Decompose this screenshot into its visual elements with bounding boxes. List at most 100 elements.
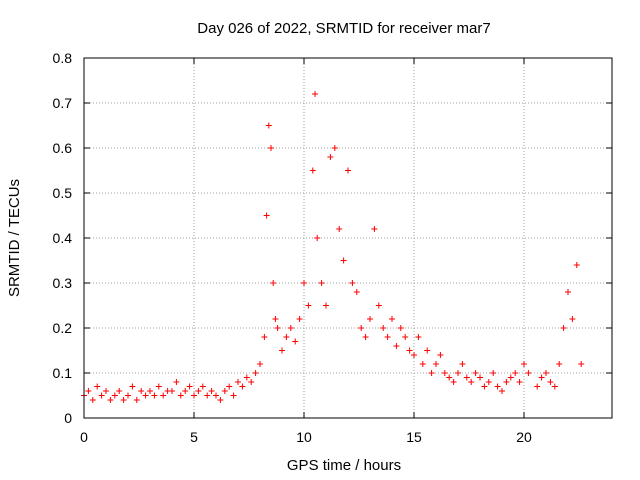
data-point [85, 388, 92, 394]
data-point [367, 316, 373, 322]
data-point [477, 374, 483, 381]
data-point [534, 383, 541, 390]
data-point [301, 280, 307, 286]
x-tick-label: 15 [406, 429, 422, 445]
data-point [296, 316, 303, 322]
data-point [565, 289, 571, 295]
data-point [265, 122, 272, 129]
y-tick-label: 0 [64, 410, 72, 426]
data-point [450, 379, 457, 385]
data-point [160, 392, 167, 399]
data-point [331, 145, 338, 151]
chart-title: Day 026 of 2022, SRMTID for receiver mar… [197, 20, 490, 37]
data-point [538, 374, 545, 381]
data-point [503, 379, 510, 385]
x-tick-label: 10 [296, 429, 312, 445]
data-point [261, 334, 268, 340]
data-point [560, 325, 567, 331]
data-point [406, 347, 413, 354]
data-point [186, 383, 193, 390]
data-point [107, 397, 114, 403]
data-point [195, 388, 202, 394]
data-point [309, 167, 316, 174]
data-point [279, 347, 285, 354]
data-point [472, 370, 479, 376]
data-point [270, 280, 277, 286]
data-point [345, 167, 351, 174]
data-point [292, 338, 299, 345]
data-point [512, 370, 519, 376]
data-point [208, 388, 215, 394]
data-point [543, 370, 549, 376]
data-point [155, 383, 162, 390]
data-point [239, 383, 246, 390]
y-tick-labels: 0 0.1 0.2 0.3 0.4 0.5 0.6 0.7 0.8 [53, 50, 73, 426]
data-point [375, 302, 382, 309]
x-tick-labels: 0 5 10 15 20 [80, 429, 532, 445]
data-point [173, 379, 180, 385]
data-point [389, 316, 395, 322]
data-point [481, 383, 488, 390]
data-point [419, 361, 426, 367]
data-point [428, 370, 435, 376]
data-point [243, 374, 250, 381]
data-point [323, 302, 329, 309]
y-tick-label: 0.4 [53, 230, 73, 246]
y-tick-label: 0.1 [53, 365, 73, 381]
data-point [169, 388, 175, 394]
axis-ticks [83, 57, 612, 419]
data-point [569, 316, 576, 322]
data-point [525, 370, 532, 376]
data-point [384, 334, 391, 340]
data-point [397, 325, 404, 331]
data-point [182, 388, 189, 394]
y-tick-label: 0.7 [53, 95, 73, 111]
x-tick-label: 0 [80, 429, 88, 445]
data-point [578, 361, 585, 367]
data-point [327, 154, 334, 160]
data-point [415, 334, 422, 340]
data-point [177, 392, 184, 399]
data-point [463, 374, 470, 381]
data-point [151, 392, 158, 399]
data-point [103, 388, 109, 394]
data-point [551, 383, 558, 390]
y-tick-label: 0.2 [53, 320, 73, 336]
data-point [274, 325, 281, 331]
data-point [318, 280, 325, 286]
data-point [459, 361, 466, 367]
data-point [235, 379, 241, 385]
data-point [573, 262, 580, 268]
data-point [94, 383, 101, 390]
data-point [340, 257, 347, 264]
data-point [230, 392, 237, 399]
data-point [336, 226, 343, 232]
y-tick-label: 0.3 [53, 275, 73, 291]
data-points [81, 91, 585, 403]
data-point [358, 325, 365, 331]
data-point [142, 392, 149, 399]
data-point [380, 325, 387, 331]
data-point [485, 379, 492, 385]
data-point [217, 397, 224, 403]
data-point [411, 352, 417, 358]
data-point [490, 370, 497, 376]
y-axis-label: SRMTID / TECUs [6, 179, 23, 297]
data-point [446, 374, 453, 381]
data-point [312, 91, 318, 97]
data-point [433, 361, 439, 367]
data-point [248, 379, 255, 385]
data-point [349, 280, 356, 286]
data-point [424, 347, 431, 354]
data-point [353, 289, 360, 295]
data-point [98, 392, 105, 399]
data-point [204, 392, 211, 399]
data-point [268, 145, 274, 151]
data-point [89, 397, 96, 403]
y-tick-label: 0.5 [53, 185, 73, 201]
data-point [393, 343, 400, 349]
data-point [499, 388, 505, 394]
data-point [556, 361, 563, 367]
data-point [116, 388, 123, 394]
